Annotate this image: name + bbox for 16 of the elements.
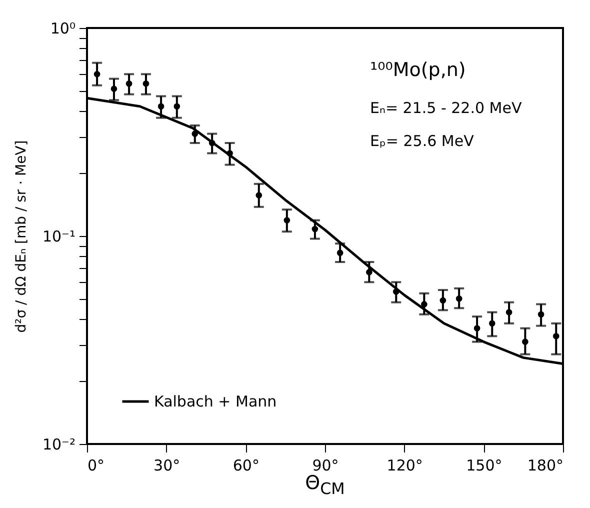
x-tick-label: 0°: [88, 456, 105, 474]
y-tick-label: 10⁰: [50, 20, 76, 38]
x-tick-label: 120°: [386, 456, 423, 474]
x-tick-label: 60°: [232, 456, 260, 474]
y-axis-title: d²σ / dΩ dEₙ [mb / sr · MeV]: [13, 140, 30, 333]
x-tick-label: 90°: [312, 456, 339, 474]
legend-label: Kalbach + Mann: [154, 392, 277, 410]
y-tick-label: 10⁻²: [42, 436, 76, 454]
y-tick-label: 10⁻¹: [42, 228, 76, 246]
x-axis-title: Θ$_{CM}$: [305, 472, 345, 498]
annotation: Eₚ= 25.6 MeV: [370, 132, 475, 150]
x-tick-label: 150°: [466, 456, 502, 474]
annotation: Eₙ= 21.5 - 22.0 MeV: [370, 99, 522, 117]
x-tick-label: 30°: [154, 456, 180, 474]
annotation: ¹⁰⁰Mo(p,n): [370, 59, 466, 81]
x-tick-label: 180°: [527, 456, 564, 474]
